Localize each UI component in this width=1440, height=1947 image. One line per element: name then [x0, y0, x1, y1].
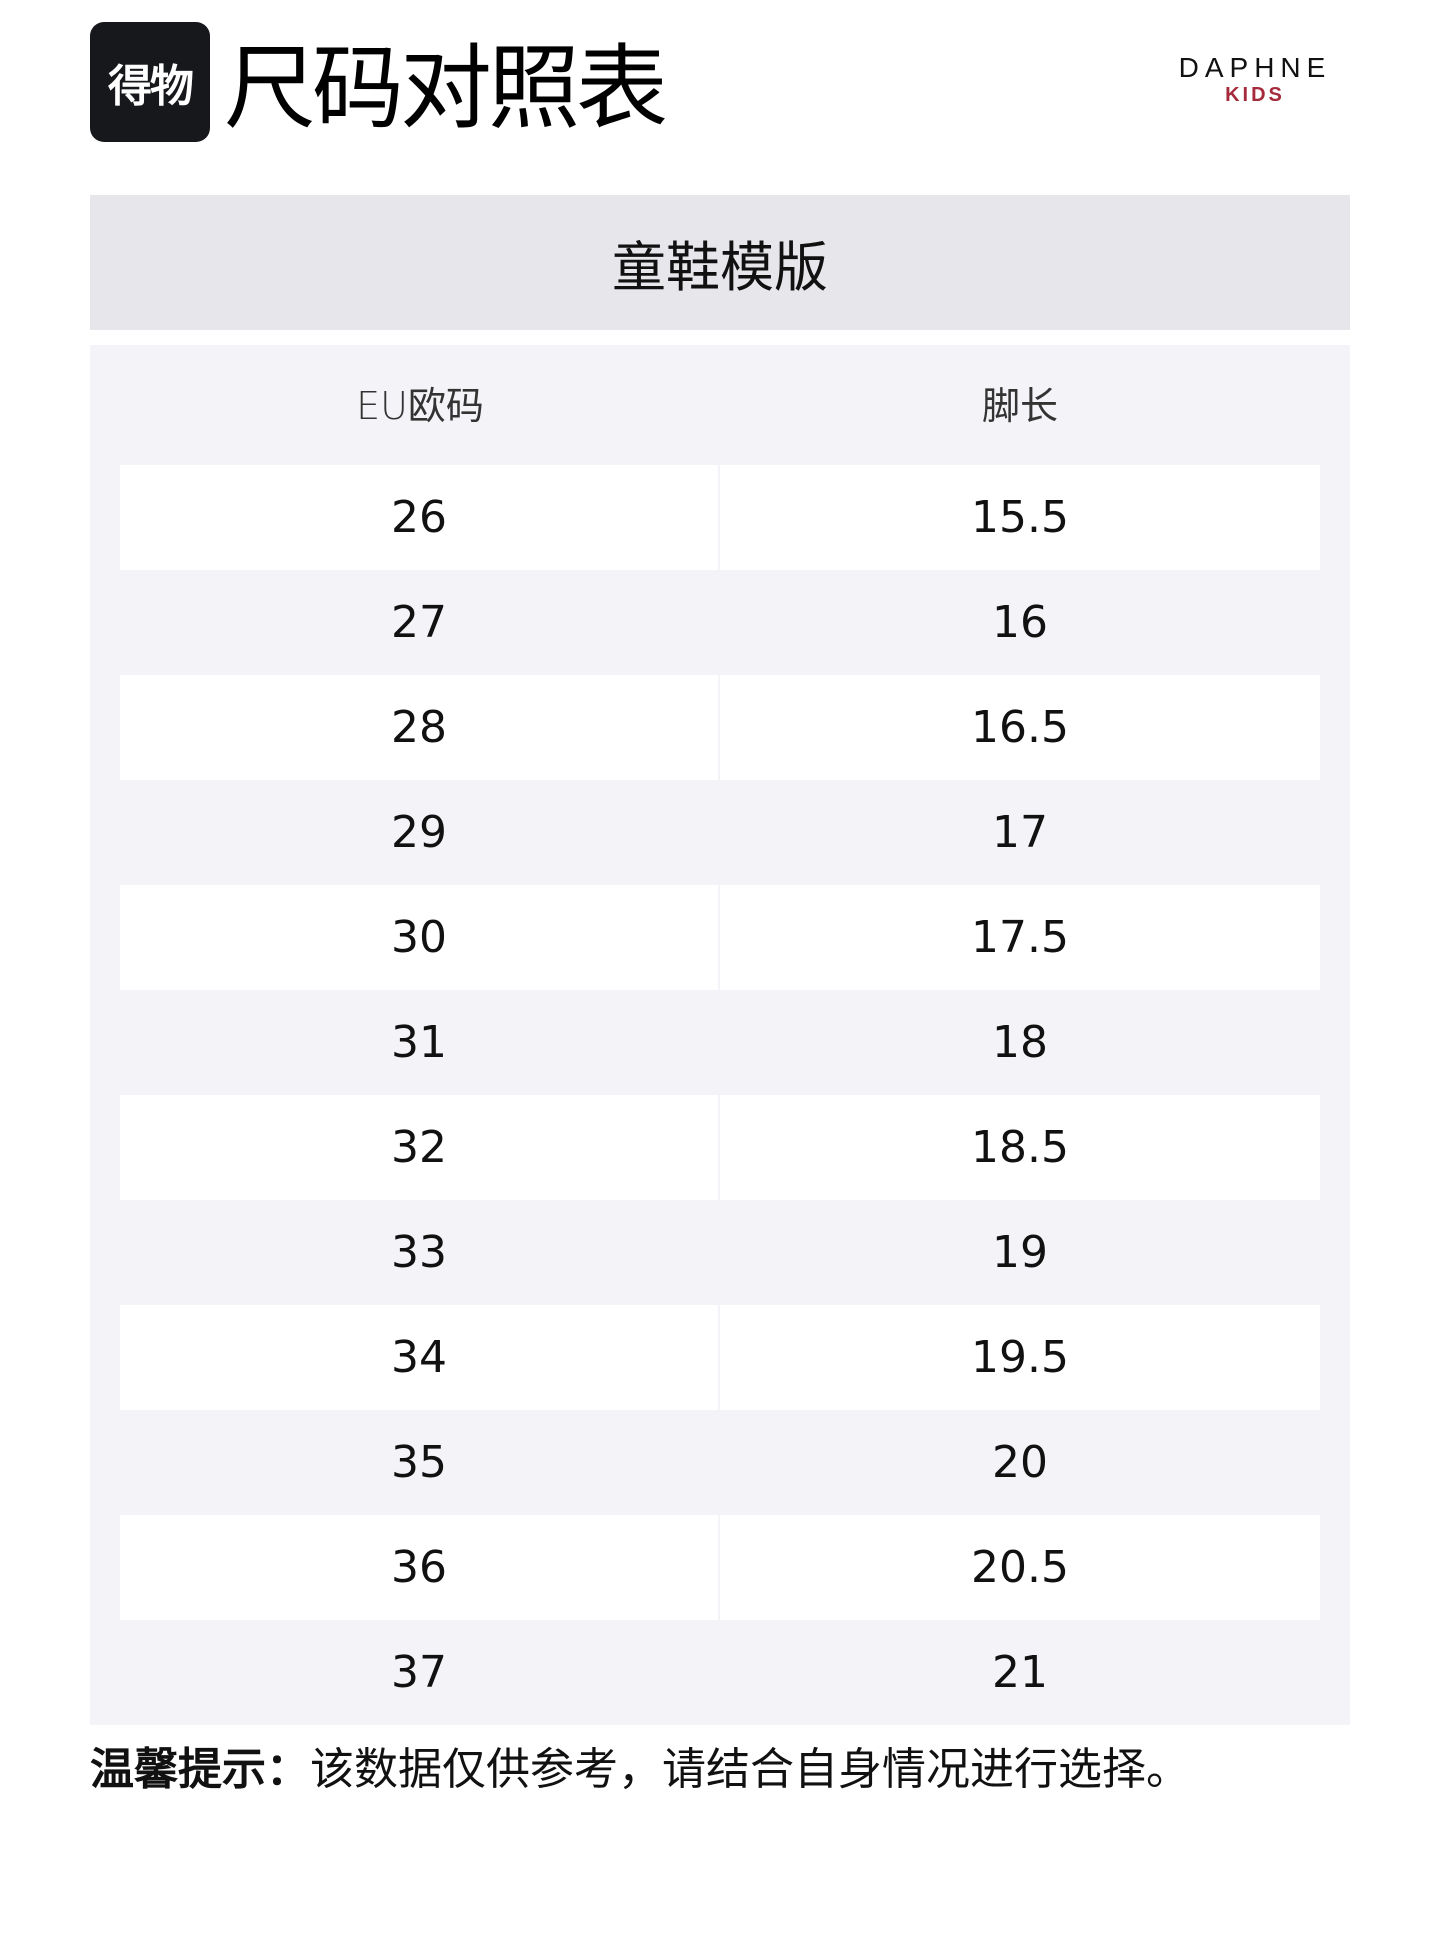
table-row: 31 18	[120, 990, 1320, 1095]
cell-eu-size: 37	[391, 1647, 447, 1698]
cell-foot-length: 21	[992, 1647, 1048, 1698]
cell-foot-length: 17.5	[720, 885, 1320, 990]
size-table: EU欧码 脚长 26 15.5 27 16 28 16.5 29 17 30 17.5 31 18 32…	[90, 345, 1350, 1725]
table-row: 37 21	[120, 1620, 1320, 1725]
cell-foot-length: 16.5	[720, 675, 1320, 780]
table-row: 28 16.5	[120, 675, 1320, 780]
table-row: 32 18.5	[120, 1095, 1320, 1200]
cell-eu-size: 36	[120, 1515, 718, 1620]
column-header-foot-length: 脚长	[981, 384, 1058, 428]
brand-name: DAPHNE	[1178, 52, 1332, 83]
cell-eu-size: 35	[391, 1437, 447, 1488]
column-header-eu: EU欧码	[356, 384, 484, 428]
cell-eu-size: 30	[120, 885, 718, 990]
brand-sub: KIDS	[1225, 84, 1285, 106]
cell-eu-size: 28	[120, 675, 718, 780]
cell-foot-length: 20.5	[720, 1515, 1320, 1620]
cell-eu-size: 31	[391, 1017, 447, 1068]
tip-note: 温馨提示：该数据仅供参考，请结合自身情况进行选择。	[90, 1742, 1190, 1798]
table-row: 34 19.5	[120, 1305, 1320, 1410]
table-row: 26 15.5	[120, 465, 1320, 570]
cell-foot-length: 20	[992, 1437, 1048, 1488]
page-title: 尺码对照表	[224, 35, 668, 142]
cell-foot-length: 17	[992, 807, 1048, 858]
table-row: 35 20	[120, 1410, 1320, 1515]
dewu-logo: 得物	[90, 22, 210, 142]
table-row: 33 19	[120, 1200, 1320, 1305]
cell-eu-size: 34	[120, 1305, 718, 1410]
table-row: 30 17.5	[120, 885, 1320, 990]
cell-foot-length: 19	[992, 1227, 1048, 1278]
cell-foot-length: 16	[992, 597, 1048, 648]
cell-foot-length: 18	[992, 1017, 1048, 1068]
table-header: EU欧码 脚长	[90, 345, 1350, 465]
tip-label: 温馨提示：	[90, 1744, 310, 1795]
cell-eu-size: 29	[391, 807, 447, 858]
table-row: 36 20.5	[120, 1515, 1320, 1620]
section-title: 童鞋模版	[90, 195, 1350, 330]
brand-logo: DAPHNE KIDS	[1170, 52, 1340, 106]
cell-eu-size: 32	[120, 1095, 718, 1200]
cell-foot-length: 19.5	[720, 1305, 1320, 1410]
cell-eu-size: 33	[391, 1227, 447, 1278]
cell-foot-length: 15.5	[720, 465, 1320, 570]
cell-eu-size: 27	[391, 597, 447, 648]
logo-text: 得物	[108, 61, 194, 112]
cell-eu-size: 26	[120, 465, 718, 570]
table-row: 29 17	[120, 780, 1320, 885]
tip-text: 该数据仅供参考，请结合自身情况进行选择。	[310, 1744, 1190, 1795]
cell-foot-length: 18.5	[720, 1095, 1320, 1200]
table-row: 27 16	[120, 570, 1320, 675]
